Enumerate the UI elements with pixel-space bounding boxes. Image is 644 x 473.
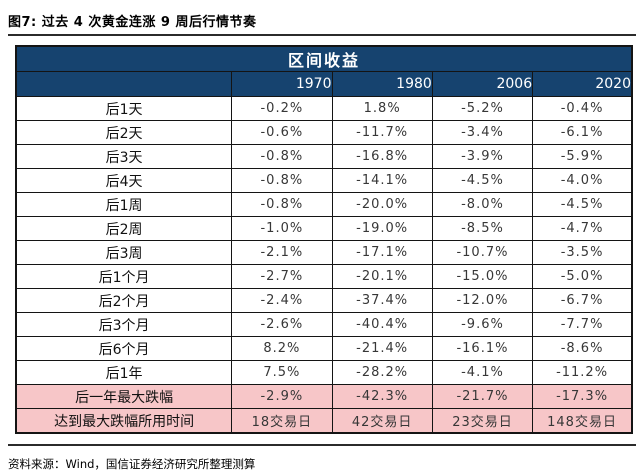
year-header-cell: 1970 bbox=[231, 71, 333, 97]
value-cell: -3.5% bbox=[532, 240, 633, 265]
value-cell: -2.1% bbox=[231, 240, 333, 265]
row-label-cell: 后一年最大跌幅 bbox=[15, 384, 233, 409]
value-cell: -6.7% bbox=[532, 288, 633, 313]
value-cell: -20.0% bbox=[331, 192, 433, 217]
value-cell: -21.7% bbox=[431, 384, 534, 409]
table-row: 后3个月 -2.6% -40.4% -9.6% -7.7% bbox=[15, 312, 633, 337]
value-cell: -11.7% bbox=[331, 120, 433, 145]
value-cell: -8.0% bbox=[431, 192, 534, 217]
value-cell: -8.5% bbox=[431, 216, 534, 241]
value-cell: -9.6% bbox=[431, 312, 534, 337]
row-label-cell: 后3周 bbox=[15, 240, 233, 265]
source-divider bbox=[8, 444, 636, 446]
row-label-cell: 后6个月 bbox=[15, 336, 233, 361]
value-cell: 148交易日 bbox=[532, 408, 633, 434]
value-cell: -16.8% bbox=[331, 144, 433, 169]
value-cell: -28.2% bbox=[331, 360, 433, 385]
table-row: 后1周 -0.8% -20.0% -8.0% -4.5% bbox=[15, 192, 633, 217]
figure-title: 图7: 过去 4 次黄金连涨 9 周后行情节奏 bbox=[8, 15, 257, 30]
value-cell: -17.3% bbox=[532, 384, 633, 409]
row-label-cell: 后1个月 bbox=[15, 264, 233, 289]
value-cell: -3.4% bbox=[431, 120, 534, 145]
table-row: 后1天 -0.2% 1.8% -5.2% -0.4% bbox=[15, 96, 633, 121]
value-cell: -0.4% bbox=[532, 96, 633, 121]
value-cell: -37.4% bbox=[331, 288, 433, 313]
table-title: 区间收益 bbox=[15, 45, 633, 72]
value-cell: -2.6% bbox=[231, 312, 333, 337]
year-header-cell: 2020 bbox=[532, 71, 633, 97]
value-cell: -8.6% bbox=[532, 336, 633, 361]
row-label-cell: 后1年 bbox=[15, 360, 233, 385]
year-header-cell: 2006 bbox=[431, 71, 534, 97]
value-cell: -7.7% bbox=[532, 312, 633, 337]
returns-table: 区间收益 1970 1980 2006 2020 后1天 -0.2% 1.8% -5.2% -… bbox=[15, 45, 633, 434]
table-row: 后6个月 8.2% -21.4% -16.1% -8.6% bbox=[15, 336, 633, 361]
row-label-cell: 达到最大跌幅所用时间 bbox=[15, 408, 233, 434]
value-cell: 42交易日 bbox=[331, 408, 433, 434]
value-cell: 23交易日 bbox=[431, 408, 534, 434]
table-title-row: 区间收益 bbox=[15, 45, 633, 72]
value-cell: -0.6% bbox=[231, 120, 333, 145]
table-row: 后1年 7.5% -28.2% -4.1% -11.2% bbox=[15, 360, 633, 385]
value-cell: -42.3% bbox=[331, 384, 433, 409]
value-cell: -0.8% bbox=[231, 168, 333, 193]
row-label-cell: 后1周 bbox=[15, 192, 233, 217]
year-header-cell: 1980 bbox=[331, 71, 433, 97]
row-label-cell: 后3天 bbox=[15, 144, 233, 169]
table-row: 后1个月 -2.7% -20.1% -15.0% -5.0% bbox=[15, 264, 633, 289]
value-cell: -21.4% bbox=[331, 336, 433, 361]
value-cell: 8.2% bbox=[231, 336, 333, 361]
value-cell: -5.2% bbox=[431, 96, 534, 121]
value-cell: -10.7% bbox=[431, 240, 534, 265]
value-cell: -40.4% bbox=[331, 312, 433, 337]
value-cell: 1.8% bbox=[331, 96, 433, 121]
value-cell: 18交易日 bbox=[231, 408, 333, 434]
table-row: 后2个月 -2.4% -37.4% -12.0% -6.7% bbox=[15, 288, 633, 313]
value-cell: 7.5% bbox=[231, 360, 333, 385]
value-cell: -3.9% bbox=[431, 144, 534, 169]
value-cell: -2.7% bbox=[231, 264, 333, 289]
row-label-cell: 后1天 bbox=[15, 96, 233, 121]
table-row: 后3周 -2.1% -17.1% -10.7% -3.5% bbox=[15, 240, 633, 265]
value-cell: -4.5% bbox=[532, 192, 633, 217]
value-cell: -12.0% bbox=[431, 288, 534, 313]
row-label-cell: 后2个月 bbox=[15, 288, 233, 313]
table-row: 后2天 -0.6% -11.7% -3.4% -6.1% bbox=[15, 120, 633, 145]
table-row: 后3天 -0.8% -16.8% -3.9% -5.9% bbox=[15, 144, 633, 169]
corner-cell bbox=[15, 71, 233, 97]
title-divider bbox=[8, 34, 636, 36]
table-row: 后2周 -1.0% -19.0% -8.5% -4.7% bbox=[15, 216, 633, 241]
value-cell: -4.1% bbox=[431, 360, 534, 385]
value-cell: -0.8% bbox=[231, 144, 333, 169]
row-label-cell: 后2周 bbox=[15, 216, 233, 241]
value-cell: -14.1% bbox=[331, 168, 433, 193]
value-cell: -11.2% bbox=[532, 360, 633, 385]
table-row: 后一年最大跌幅 -2.9% -42.3% -21.7% -17.3% bbox=[15, 384, 633, 409]
column-header-row: 1970 1980 2006 2020 bbox=[15, 71, 633, 97]
value-cell: -16.1% bbox=[431, 336, 534, 361]
value-cell: -5.0% bbox=[532, 264, 633, 289]
row-label-cell: 后2天 bbox=[15, 120, 233, 145]
value-cell: -19.0% bbox=[331, 216, 433, 241]
value-cell: -0.2% bbox=[231, 96, 333, 121]
value-cell: -1.0% bbox=[231, 216, 333, 241]
table-row: 后4天 -0.8% -14.1% -4.5% -4.0% bbox=[15, 168, 633, 193]
value-cell: -2.9% bbox=[231, 384, 333, 409]
value-cell: -0.8% bbox=[231, 192, 333, 217]
table-row: 达到最大跌幅所用时间 18交易日 42交易日 23交易日 148交易日 bbox=[15, 408, 633, 434]
source-note: 资料来源：Wind，国信证券经济研究所整理测算 bbox=[8, 457, 256, 471]
value-cell: -2.4% bbox=[231, 288, 333, 313]
value-cell: -15.0% bbox=[431, 264, 534, 289]
value-cell: -17.1% bbox=[331, 240, 433, 265]
row-label-cell: 后4天 bbox=[15, 168, 233, 193]
value-cell: -4.7% bbox=[532, 216, 633, 241]
row-label-cell: 后3个月 bbox=[15, 312, 233, 337]
value-cell: -5.9% bbox=[532, 144, 633, 169]
value-cell: -4.5% bbox=[431, 168, 534, 193]
value-cell: -20.1% bbox=[331, 264, 433, 289]
value-cell: -6.1% bbox=[532, 120, 633, 145]
value-cell: -4.0% bbox=[532, 168, 633, 193]
